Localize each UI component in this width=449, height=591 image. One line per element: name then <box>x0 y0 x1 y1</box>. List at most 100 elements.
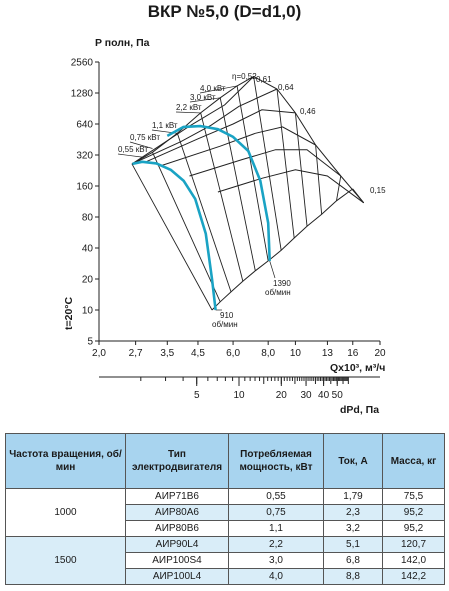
power-ray-line <box>336 175 342 201</box>
speed-family-line <box>159 126 316 167</box>
power-label: 4,0 кВт <box>200 84 226 93</box>
power-leader-line <box>199 85 238 94</box>
current-cell: 1,79 <box>323 488 383 505</box>
series-layer <box>132 124 271 311</box>
y-tick-label: 160 <box>76 182 93 193</box>
series-curve-1 <box>166 124 271 261</box>
mass-cell: 95,2 <box>382 504 445 521</box>
dpd-tick-label: 20 <box>276 390 288 401</box>
table-row: 1500 АИР90L4 2,2 5,1 120,7 <box>5 536 445 585</box>
speed-family-line <box>131 88 278 165</box>
axes-layer: 5 10 20 40 80 160 320 640 1280 2560 2,0 2,7 3,5 4,5 6,… <box>63 37 386 416</box>
current-cell: 5,1 <box>323 536 383 553</box>
speed-cell: 1500 <box>5 536 126 585</box>
power-label: 3,0 кВт <box>190 93 216 102</box>
power-cell: 0,75 <box>228 504 324 521</box>
current-cell: 6,8 <box>323 552 383 569</box>
y-tick-label: 80 <box>82 213 94 224</box>
x-tick-label: 13 <box>322 348 334 359</box>
header-motor: Тип электродвигателя <box>125 433 229 489</box>
series-curve-0 <box>132 160 217 311</box>
lower-envelope-line <box>211 188 354 311</box>
speed-label: 910 <box>220 311 234 320</box>
current-cell: 3,2 <box>323 520 383 537</box>
x-tick-label: 8,0 <box>261 348 275 359</box>
mass-cell: 75,5 <box>382 488 445 505</box>
power-ray-line <box>253 76 282 251</box>
header-power: Потребляемая мощность, кВт <box>228 433 324 489</box>
power-leader-line <box>189 97 221 103</box>
motor-spec-table: Частота вращения, об/мин Тип электродвиг… <box>5 433 445 585</box>
table-header-row: Частота вращения, об/мин Тип электродвиг… <box>5 433 445 489</box>
x-axis-title: Qx10³, м³/ч <box>330 362 385 374</box>
power-ray-line <box>315 144 323 215</box>
efficiency-label: η=0,52 <box>232 72 257 81</box>
power-cell: 0,55 <box>228 488 324 505</box>
x-tick-label: 16 <box>347 348 359 359</box>
y-tick-label: 320 <box>76 151 93 162</box>
efficiency-label: 0,64 <box>278 83 294 92</box>
speed-unit-label: об/мин <box>265 288 291 297</box>
y-tick-label: 20 <box>82 275 94 286</box>
speed-leader-line <box>269 260 276 279</box>
table-row: АИР100L4 4,0 8,8 142,2 <box>6 568 445 585</box>
motor-cell: АИР100L4 <box>125 568 229 585</box>
current-cell: 8,8 <box>323 568 383 585</box>
mass-cell: 142,0 <box>382 552 445 569</box>
table-row: АИР80B6 1,1 3,2 95,2 <box>6 520 445 537</box>
power-cell: 4,0 <box>228 568 324 585</box>
power-ray-line <box>294 112 308 227</box>
motor-cell: АИР80B6 <box>125 520 229 537</box>
dpd-tick-label: 10 <box>233 390 245 401</box>
efficiency-label: 0,61 <box>256 75 272 84</box>
current-cell: 2,3 <box>323 504 383 521</box>
motor-cell: АИР100S4 <box>125 552 229 569</box>
characteristic-web <box>117 75 365 311</box>
y-tick-label: 1280 <box>71 89 94 100</box>
y-tick-label: 10 <box>82 306 94 317</box>
table-row: 1000 АИР71B6 0,55 1,79 75,5 <box>5 488 445 537</box>
mass-cell: 142,2 <box>382 568 445 585</box>
power-ray-line <box>131 163 213 311</box>
dpd-tick-label: 30 <box>300 390 312 401</box>
mass-cell: 120,7 <box>382 536 445 553</box>
temperature-label: t=20°C <box>63 296 75 330</box>
speed-unit-label: об/мин <box>212 320 238 329</box>
x-tick-label: 4,5 <box>191 348 205 359</box>
x-tick-label: 10 <box>290 348 302 359</box>
power-ray-line <box>219 97 256 271</box>
y-tick-label: 5 <box>87 337 93 348</box>
dpd-axis-title: dPd, Па <box>340 404 379 416</box>
power-leader-line <box>129 141 153 149</box>
power-cell: 1,1 <box>228 520 324 537</box>
table-row: АИР80A6 0,75 2,3 95,2 <box>6 504 445 521</box>
power-label: 1,1 кВт <box>152 121 178 130</box>
power-ray-line <box>276 88 295 239</box>
efficiency-label: 0,15 <box>370 186 386 195</box>
x-tick-label: 3,5 <box>160 348 174 359</box>
motor-cell: АИР90L4 <box>125 536 229 553</box>
fan-performance-chart: 5 10 20 40 80 160 320 640 1280 2560 2,0 2,7 3,5 4,5 6,… <box>63 37 386 416</box>
efficiency-label: 0,46 <box>300 107 316 116</box>
speed-family-line <box>131 76 254 165</box>
dpd-tick-label: 5 <box>194 390 200 401</box>
power-cell: 2,2 <box>228 536 324 553</box>
header-mass: Масса, кг <box>382 433 445 489</box>
y-tick-label: 40 <box>82 244 94 255</box>
speed-family-line <box>217 169 364 204</box>
power-leader-line <box>175 111 201 114</box>
x-tick-label: 6,0 <box>226 348 240 359</box>
x-tick-label: 2,7 <box>129 348 143 359</box>
power-label: 0,55 кВт <box>118 145 148 154</box>
power-label: 2,2 кВт <box>176 103 202 112</box>
header-current: Ток, А <box>323 433 383 489</box>
y-tick-label: 640 <box>76 120 93 131</box>
x-tick-label: 2,0 <box>92 348 106 359</box>
y-axis-title: P полн, Па <box>95 37 150 49</box>
power-cell: 3,0 <box>228 552 324 569</box>
power-ray-line <box>176 133 232 293</box>
power-leader-line <box>117 153 143 158</box>
power-label: 0,75 кВт <box>130 133 160 142</box>
speed-label: 1390 <box>273 279 291 288</box>
